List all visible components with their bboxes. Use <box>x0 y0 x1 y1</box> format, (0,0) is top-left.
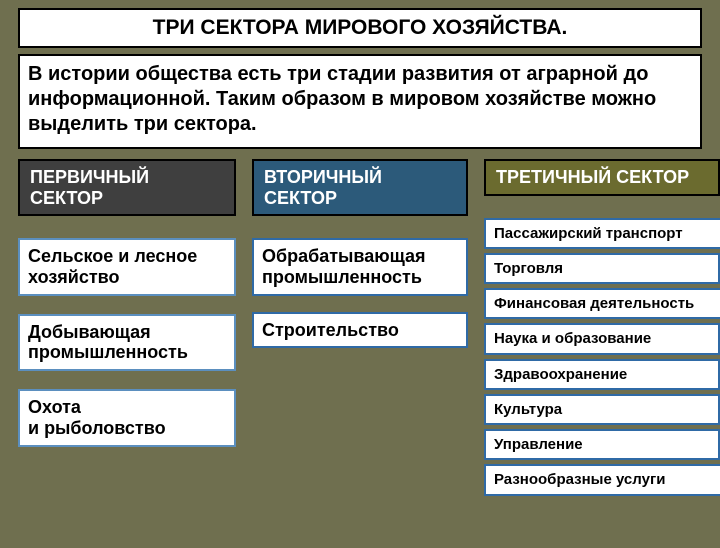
tertiary-sector-column: ТРЕТИЧНЫЙ СЕКТОР Пассажирский транспорт … <box>484 159 720 500</box>
primary-sector-heading: ПЕРВИЧНЫЙ СЕКТОР <box>18 159 236 216</box>
secondary-sector-heading: ВТОРИЧНЫЙ СЕКТОР <box>252 159 468 216</box>
primary-item: Охота и рыболовство <box>18 389 236 446</box>
tertiary-item: Здравоохранение <box>484 359 720 390</box>
tertiary-item: Наука и образование <box>484 323 720 354</box>
slide-title-box: ТРИ СЕКТОРА МИРОВОГО ХОЗЯЙСТВА. <box>18 8 702 48</box>
tertiary-item: Культура <box>484 394 720 425</box>
tertiary-item: Финансовая деятельность <box>484 288 720 319</box>
secondary-item: Обрабатывающая промышленность <box>252 238 468 295</box>
primary-item: Сельское и лесное хозяйство <box>18 238 236 295</box>
tertiary-item: Разнообразные услуги <box>484 464 720 495</box>
tertiary-sector-heading: ТРЕТИЧНЫЙ СЕКТОР <box>484 159 720 196</box>
tertiary-item: Торговля <box>484 253 720 284</box>
secondary-sector-column: ВТОРИЧНЫЙ СЕКТОР Обрабатывающая промышле… <box>252 159 468 500</box>
primary-sector-column: ПЕРВИЧНЫЙ СЕКТОР Сельское и лесное хозяй… <box>18 159 236 500</box>
intro-text: В истории общества есть три стадии разви… <box>28 63 656 135</box>
secondary-item: Строительство <box>252 312 468 349</box>
sectors-columns: ПЕРВИЧНЫЙ СЕКТОР Сельское и лесное хозяй… <box>18 159 720 500</box>
primary-item: Добывающая промышленность <box>18 314 236 371</box>
tertiary-item: Управление <box>484 429 720 460</box>
slide-title: ТРИ СЕКТОРА МИРОВОГО ХОЗЯЙСТВА. <box>153 16 568 39</box>
tertiary-item: Пассажирский транспорт <box>484 218 720 249</box>
intro-box: В истории общества есть три стадии разви… <box>18 54 702 149</box>
